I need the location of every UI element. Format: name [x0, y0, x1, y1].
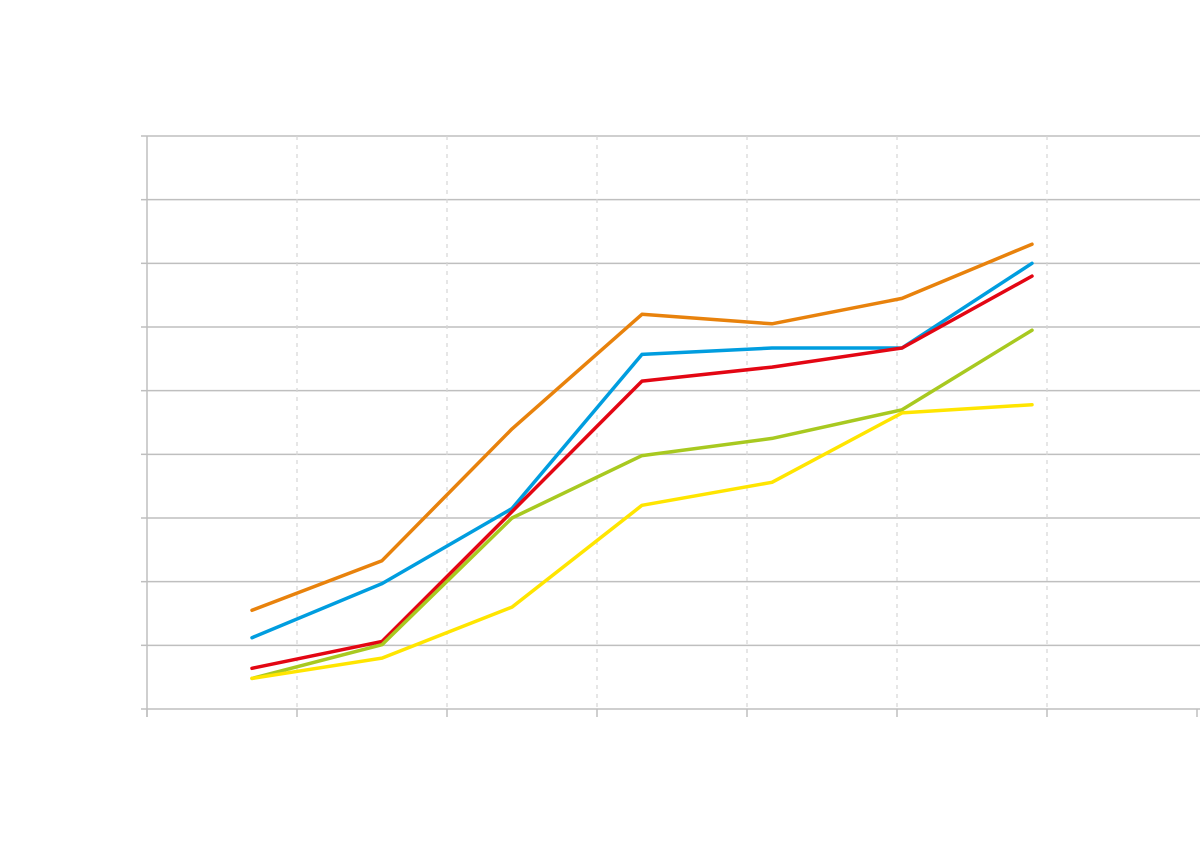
series-line-1 [250, 242, 1034, 613]
grid-layer [147, 135, 1200, 709]
series-line-3 [250, 274, 1034, 671]
series-line-5 [250, 402, 1034, 681]
series-layer [250, 242, 1034, 681]
axis-layer [141, 135, 1200, 717]
